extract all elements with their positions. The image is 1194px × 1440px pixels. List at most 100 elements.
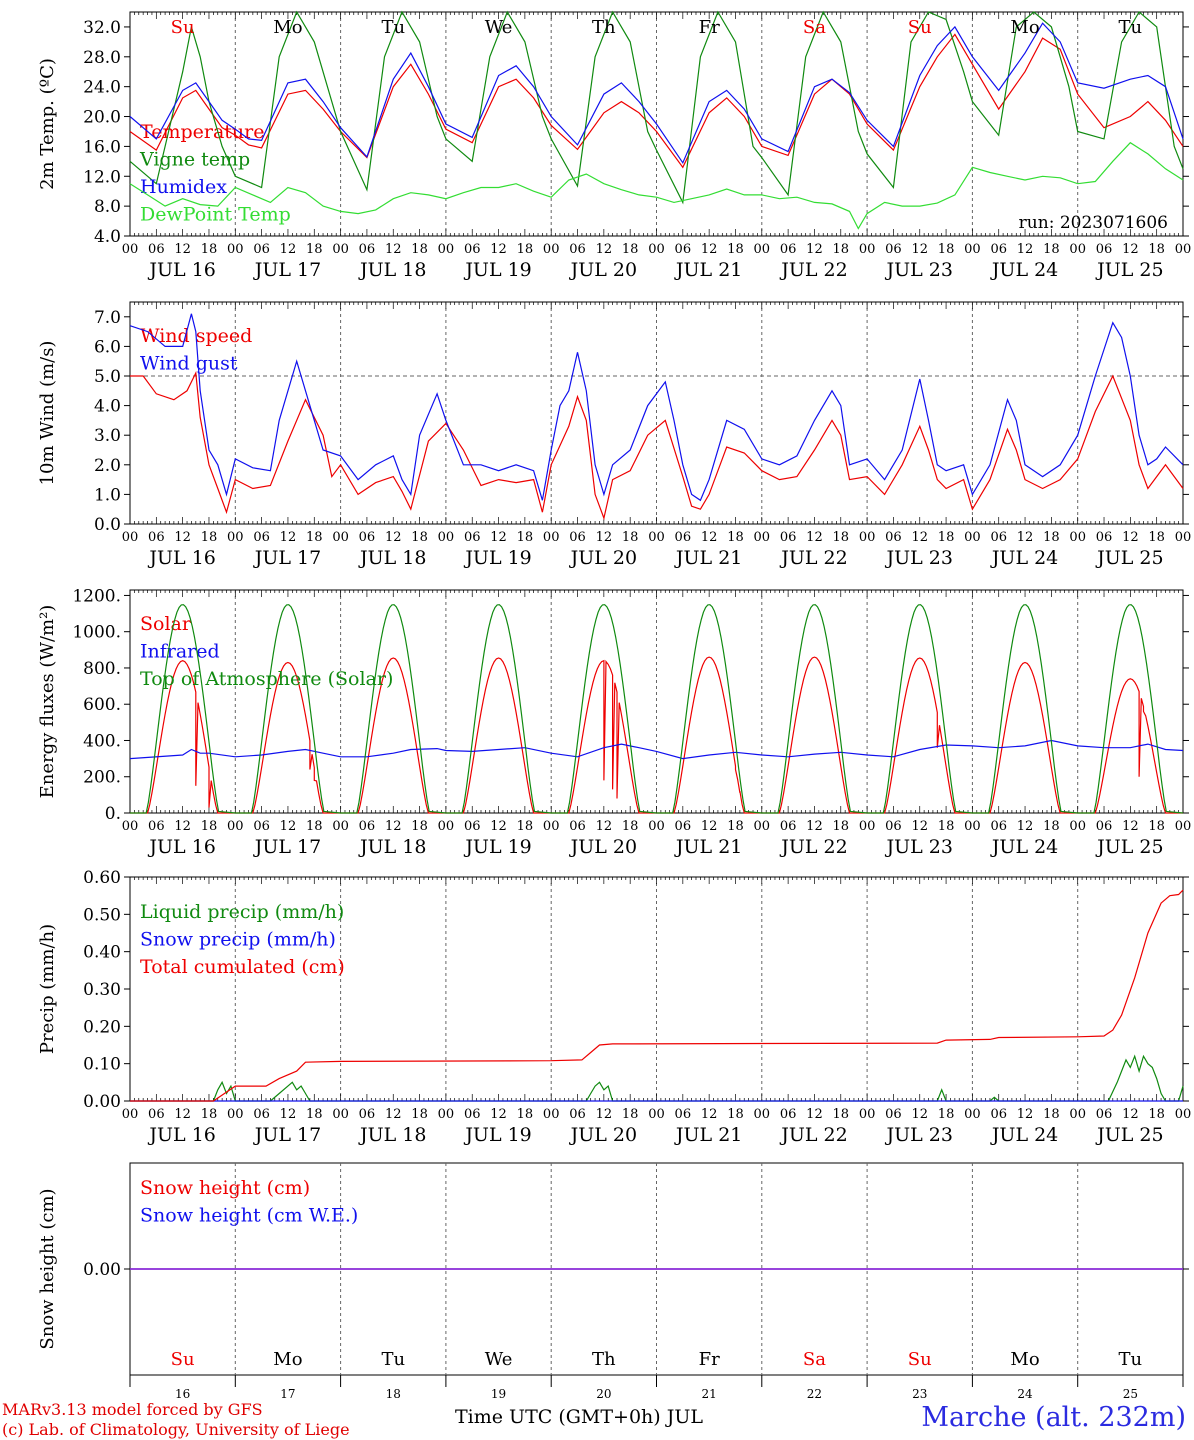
x-hour-label: 06 — [569, 242, 586, 257]
weekday-label-bottom: Tu — [1119, 1349, 1143, 1370]
x-hour-label: 18 — [517, 530, 534, 545]
x-hour-label: 06 — [1096, 1107, 1113, 1122]
x-hour-label: 00 — [964, 242, 981, 257]
y-tick-label: 1200. — [72, 586, 121, 606]
weekday-label-bottom: We — [485, 1349, 513, 1370]
x-hour-label: 18 — [517, 1107, 534, 1122]
series-line-energy-1 — [129, 739, 1184, 760]
x-day-label: JUL 17 — [253, 1124, 321, 1146]
x-hour-label: 12 — [911, 530, 928, 545]
legend-entry: Solar — [140, 613, 192, 635]
x-day-label: JUL 18 — [358, 836, 426, 858]
x-hour-label: 00 — [648, 819, 665, 834]
bottom-day-number: 23 — [912, 1387, 927, 1401]
x-hour-label: 18 — [938, 530, 955, 545]
x-hour-label: 12 — [911, 1107, 928, 1122]
x-hour-label: 18 — [727, 242, 744, 257]
x-hour-label: 18 — [306, 819, 323, 834]
legend-entry: Wind gust — [140, 353, 238, 375]
x-day-label: JUL 23 — [885, 1124, 953, 1146]
x-day-label: JUL 20 — [569, 259, 637, 281]
y-tick-label: 0.10 — [83, 1055, 121, 1075]
x-hour-label: 06 — [675, 242, 692, 257]
y-tick-label: 0.60 — [83, 868, 121, 888]
y-tick-label: 3.0 — [94, 426, 121, 446]
x-hour-label: 00 — [543, 530, 560, 545]
x-hour-label: 00 — [1069, 530, 1086, 545]
x-day-label: JUL 22 — [779, 1124, 847, 1146]
x-hour-label: 00 — [859, 819, 876, 834]
legend-entry: Liquid precip (mm/h) — [140, 901, 344, 923]
x-hour-label: 12 — [1017, 1107, 1034, 1122]
y-tick-label: 7.0 — [94, 308, 121, 328]
series-line-wind-1 — [129, 313, 1184, 502]
bottom-day-number: 25 — [1123, 1387, 1138, 1401]
y-tick-label: 32.0 — [83, 18, 121, 38]
x-hour-label: 00 — [332, 242, 349, 257]
x-hour-label: 18 — [833, 530, 850, 545]
legend-entry: Snow height (cm W.E.) — [140, 1205, 358, 1227]
y-tick-label: 200. — [83, 768, 121, 788]
x-day-label: JUL 25 — [1095, 836, 1163, 858]
legend-entry: Snow precip (mm/h) — [140, 929, 336, 951]
x-day-label: JUL 17 — [253, 547, 321, 569]
x-hour-label: 12 — [1017, 819, 1034, 834]
x-hour-label: 12 — [280, 819, 297, 834]
x-hour-label: 06 — [885, 1107, 902, 1122]
x-hour-label: 06 — [780, 1107, 797, 1122]
x-hour-label: 18 — [1148, 1107, 1165, 1122]
x-hour-label: 12 — [174, 819, 191, 834]
x-hour-label: 18 — [1043, 819, 1060, 834]
x-hour-label: 18 — [1148, 530, 1165, 545]
x-hour-label: 12 — [490, 530, 507, 545]
x-hour-label: 18 — [622, 242, 639, 257]
series-line-energy-2 — [130, 604, 1184, 814]
x-hour-label: 06 — [885, 819, 902, 834]
weekday-label-bottom: Su — [908, 1349, 932, 1370]
x-day-label: JUL 18 — [358, 547, 426, 569]
series-line-temperature-2 — [129, 22, 1184, 165]
x-hour-label: 18 — [727, 819, 744, 834]
x-hour-label: 06 — [675, 819, 692, 834]
x-hour-label: 00 — [438, 819, 455, 834]
bottom-day-number: 18 — [386, 1387, 401, 1401]
x-hour-label: 00 — [1175, 530, 1192, 545]
y-tick-label: 8.0 — [94, 197, 121, 217]
x-hour-label: 06 — [359, 1107, 376, 1122]
x-hour-label: 12 — [596, 1107, 613, 1122]
x-hour-label: 06 — [990, 819, 1007, 834]
x-hour-label: 00 — [754, 1107, 771, 1122]
y-tick-label: 4.0 — [94, 227, 121, 247]
x-axis-title: Time UTC (GMT+0h) JUL — [455, 1406, 703, 1428]
x-hour-label: 06 — [990, 242, 1007, 257]
series-line-temperature-3 — [129, 141, 1184, 230]
x-day-label: JUL 19 — [463, 836, 531, 858]
x-hour-label: 12 — [1122, 530, 1139, 545]
credit-model: MARv3.13 model forced by GFS — [2, 1400, 263, 1419]
x-day-label: JUL 18 — [358, 259, 426, 281]
x-hour-label: 00 — [754, 819, 771, 834]
weekday-label-bottom: Sa — [803, 1349, 826, 1370]
x-day-label: JUL 18 — [358, 1124, 426, 1146]
weekday-label-top: Fr — [699, 17, 720, 38]
x-hour-label: 00 — [543, 242, 560, 257]
y-tick-label: 800. — [83, 659, 121, 679]
station-name: Marche (alt. 232m) — [921, 1402, 1186, 1433]
y-tick-label: 0.30 — [83, 980, 121, 1000]
x-hour-label: 12 — [280, 1107, 297, 1122]
x-hour-label: 18 — [833, 242, 850, 257]
x-day-label: JUL 24 — [990, 1124, 1058, 1146]
x-hour-label: 00 — [227, 819, 244, 834]
x-hour-label: 18 — [1043, 530, 1060, 545]
x-day-label: JUL 17 — [253, 836, 321, 858]
x-hour-label: 06 — [780, 819, 797, 834]
series-line-temperature-0 — [129, 33, 1184, 169]
x-hour-label: 18 — [938, 1107, 955, 1122]
weekday-label-top: Mo — [273, 17, 302, 38]
x-hour-label: 18 — [938, 242, 955, 257]
x-hour-label: 12 — [490, 1107, 507, 1122]
x-hour-label: 06 — [990, 530, 1007, 545]
y-tick-label: 0.00 — [83, 1260, 121, 1280]
x-hour-label: 12 — [490, 242, 507, 257]
x-day-label: JUL 23 — [885, 259, 953, 281]
